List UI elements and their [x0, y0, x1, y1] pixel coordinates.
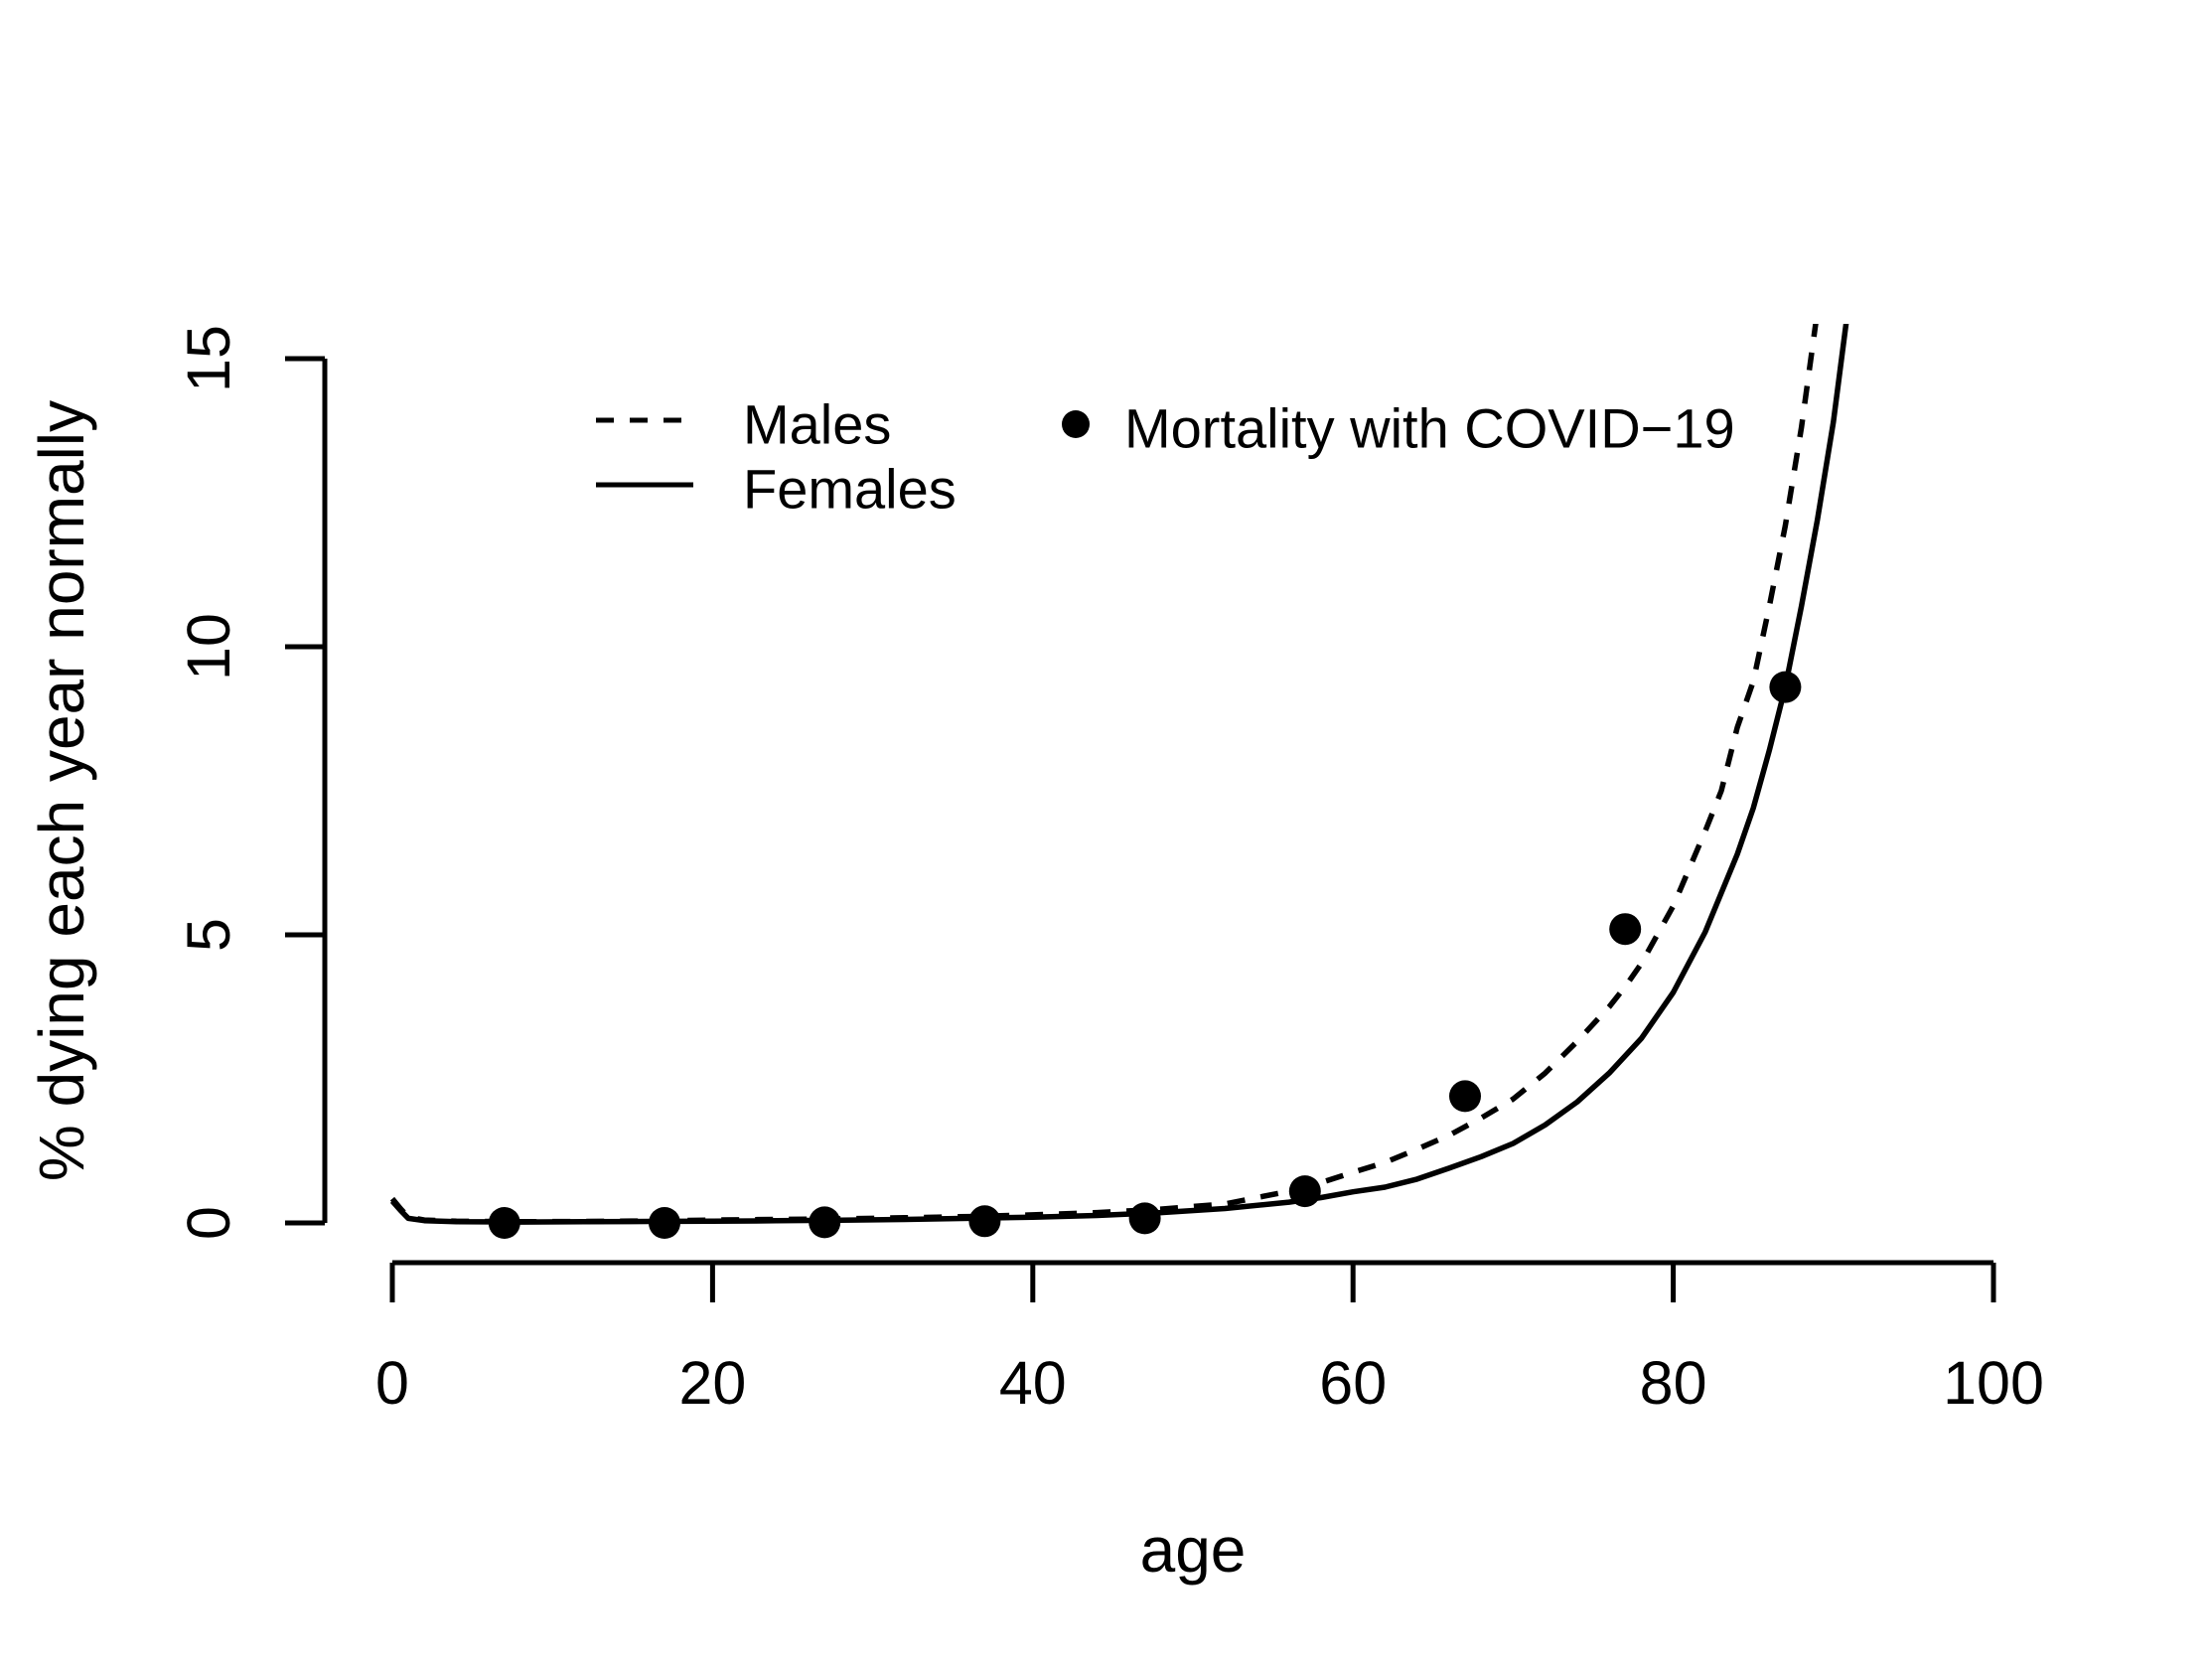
x-tick-label: 0 — [375, 1349, 409, 1417]
covid-mortality-data-point — [1128, 1202, 1161, 1235]
y-tick-label: 15 — [175, 325, 242, 392]
covid-mortality-data-point — [1449, 1080, 1481, 1113]
x-axis-title: age — [1140, 1514, 1247, 1586]
points-layer — [488, 671, 1802, 1239]
covid-mortality-data-point — [809, 1206, 841, 1239]
covid-mortality-data-point — [488, 1207, 520, 1239]
x-tick-label: 60 — [1319, 1349, 1387, 1417]
axes-layer: 0 20 40 60 80 100 0 5 10 15 — [175, 325, 2044, 1417]
covid-mortality-data-point — [1288, 1175, 1321, 1208]
legend: Males Females Mortality with COVID−19 — [596, 393, 1735, 521]
covid-mortality-data-point — [1609, 913, 1642, 946]
legend-covid-point-marker — [1062, 410, 1090, 438]
y-tick-label: 10 — [175, 613, 242, 681]
covid-mortality-data-point — [968, 1205, 1001, 1238]
covid-mortality-data-point — [649, 1207, 680, 1239]
legend-females-label: Females — [743, 458, 957, 521]
curves-layer — [389, 324, 1849, 1225]
x-tick-label: 20 — [678, 1349, 746, 1417]
females-mortality-curve — [389, 324, 1849, 1225]
legend-covid-label: Mortality with COVID−19 — [1124, 397, 1735, 460]
y-axis-title: % dying each year normally — [26, 400, 97, 1181]
covid-mortality-data-point — [1769, 671, 1802, 703]
legend-males-label: Males — [743, 393, 891, 456]
y-tick-label: 5 — [175, 918, 242, 952]
x-tick-label: 80 — [1640, 1349, 1707, 1417]
y-tick-label: 0 — [175, 1206, 242, 1240]
x-tick-label: 100 — [1943, 1349, 2044, 1417]
x-tick-label: 40 — [999, 1349, 1067, 1417]
